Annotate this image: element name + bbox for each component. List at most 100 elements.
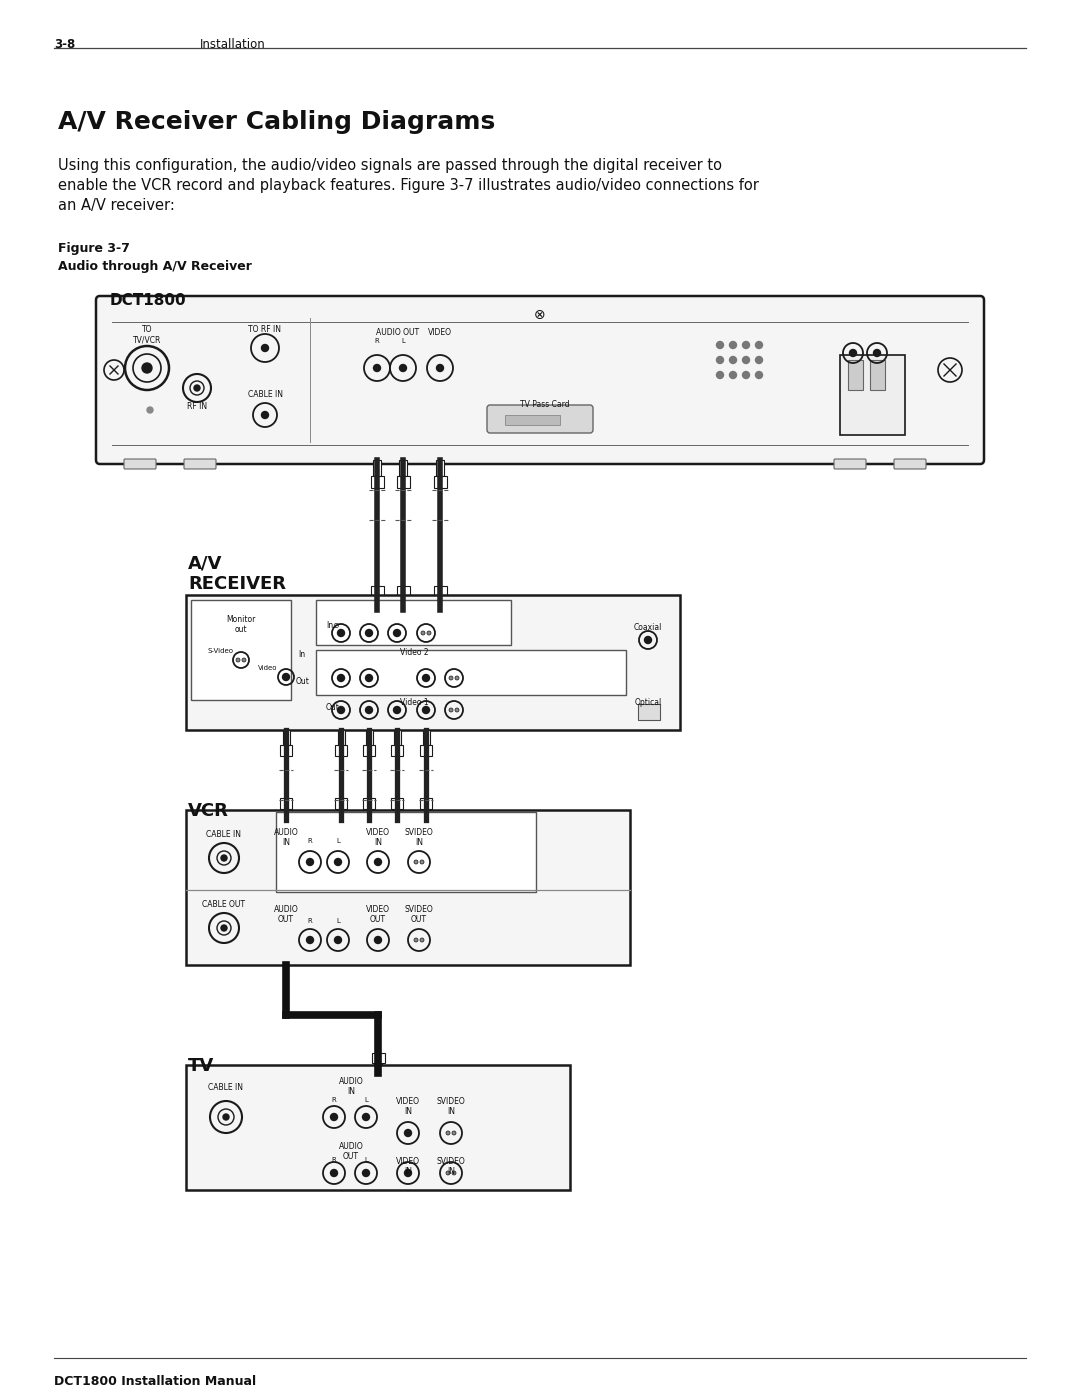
Text: Audio through A/V Receiver: Audio through A/V Receiver [58, 260, 252, 272]
Text: SVIDEO
OUT: SVIDEO OUT [405, 905, 433, 925]
Circle shape [330, 1169, 337, 1176]
Bar [505, 415, 561, 425]
Circle shape [400, 365, 406, 372]
Circle shape [222, 1113, 229, 1120]
Bar [363, 745, 375, 756]
Text: an A/V receiver:: an A/V receiver: [58, 198, 175, 212]
Text: Video 2: Video 2 [400, 648, 429, 657]
Text: TV Pass Card: TV Pass Card [521, 400, 570, 409]
Circle shape [337, 630, 345, 637]
Text: A/V Receiver Cabling Diagrams: A/V Receiver Cabling Diagrams [58, 110, 496, 134]
Text: R: R [332, 1097, 336, 1104]
Circle shape [421, 631, 426, 636]
Text: RECEIVER: RECEIVER [188, 576, 286, 592]
Circle shape [363, 1113, 369, 1120]
Circle shape [374, 365, 380, 372]
Bar [370, 585, 383, 598]
Circle shape [422, 707, 430, 714]
Text: 3-8: 3-8 [54, 38, 76, 52]
Bar [436, 460, 444, 476]
Text: L: L [364, 1157, 368, 1162]
Text: VCR: VCR [188, 802, 229, 820]
Circle shape [743, 356, 750, 363]
Bar [420, 745, 432, 756]
Circle shape [414, 861, 418, 863]
Bar [433, 476, 446, 488]
Text: CABLE IN: CABLE IN [208, 1083, 243, 1092]
Text: In⊙: In⊙ [326, 622, 339, 630]
Circle shape [427, 631, 431, 636]
Circle shape [756, 341, 762, 348]
Text: ⊗: ⊗ [535, 307, 545, 321]
Circle shape [420, 937, 424, 942]
Bar [365, 805, 373, 820]
Circle shape [449, 676, 453, 680]
Text: Using this configuration, the audio/video signals are passed through the digital: Using this configuration, the audio/vide… [58, 158, 723, 173]
Text: RF IN: RF IN [187, 402, 207, 411]
Text: SVIDEO
IN: SVIDEO IN [436, 1157, 465, 1176]
Text: R: R [332, 1157, 336, 1162]
Circle shape [335, 936, 341, 943]
Text: VIDEO
IN: VIDEO IN [396, 1157, 420, 1176]
Circle shape [716, 372, 724, 379]
Circle shape [363, 1169, 369, 1176]
Circle shape [743, 372, 750, 379]
FancyBboxPatch shape [894, 460, 926, 469]
FancyBboxPatch shape [184, 460, 216, 469]
Text: VIDEO
IN: VIDEO IN [366, 828, 390, 848]
Text: AUDIO
OUT: AUDIO OUT [273, 905, 298, 925]
Bar [365, 731, 373, 745]
Bar [280, 745, 292, 756]
Text: Out: Out [326, 703, 340, 712]
Text: L: L [336, 918, 340, 923]
Text: Installation: Installation [200, 38, 266, 52]
Bar [638, 704, 660, 719]
Circle shape [375, 859, 381, 866]
Circle shape [405, 1169, 411, 1176]
Circle shape [449, 708, 453, 712]
Text: Coaxial: Coaxial [634, 623, 662, 631]
Circle shape [283, 673, 289, 680]
FancyBboxPatch shape [834, 460, 866, 469]
Bar [391, 798, 403, 809]
Bar [186, 810, 630, 965]
Circle shape [729, 341, 737, 348]
Text: SVIDEO
IN: SVIDEO IN [436, 1097, 465, 1116]
Text: R: R [375, 338, 379, 344]
Circle shape [756, 356, 762, 363]
Circle shape [729, 356, 737, 363]
Circle shape [455, 708, 459, 712]
Circle shape [194, 386, 200, 391]
Circle shape [716, 356, 724, 363]
Circle shape [446, 1171, 450, 1175]
FancyBboxPatch shape [487, 405, 593, 433]
Circle shape [453, 1171, 456, 1175]
Bar [396, 476, 409, 488]
Circle shape [446, 1132, 450, 1134]
Circle shape [307, 859, 313, 866]
Text: L: L [336, 838, 340, 844]
Bar [373, 594, 381, 610]
Text: Video 1: Video 1 [400, 698, 429, 707]
Circle shape [393, 707, 401, 714]
Bar [337, 805, 345, 820]
Circle shape [147, 407, 153, 414]
Text: CABLE IN: CABLE IN [247, 390, 283, 400]
Circle shape [414, 937, 418, 942]
Text: Optical: Optical [634, 698, 662, 707]
Bar [870, 360, 885, 390]
Bar [283, 805, 289, 820]
Bar [393, 731, 401, 745]
Circle shape [221, 855, 227, 861]
Bar [399, 460, 407, 476]
Text: AUDIO
IN: AUDIO IN [273, 828, 298, 848]
Circle shape [221, 925, 227, 930]
Bar [363, 798, 375, 809]
Bar [422, 731, 430, 745]
Text: VIDEO
OUT: VIDEO OUT [366, 905, 390, 925]
Text: Monitor
out: Monitor out [227, 615, 256, 634]
FancyBboxPatch shape [124, 460, 156, 469]
Text: DCT1800 Installation Manual: DCT1800 Installation Manual [54, 1375, 256, 1389]
Text: enable the VCR record and playback features. Figure 3-7 illustrates audio/video : enable the VCR record and playback featu… [58, 177, 759, 193]
Text: Video: Video [258, 665, 278, 671]
